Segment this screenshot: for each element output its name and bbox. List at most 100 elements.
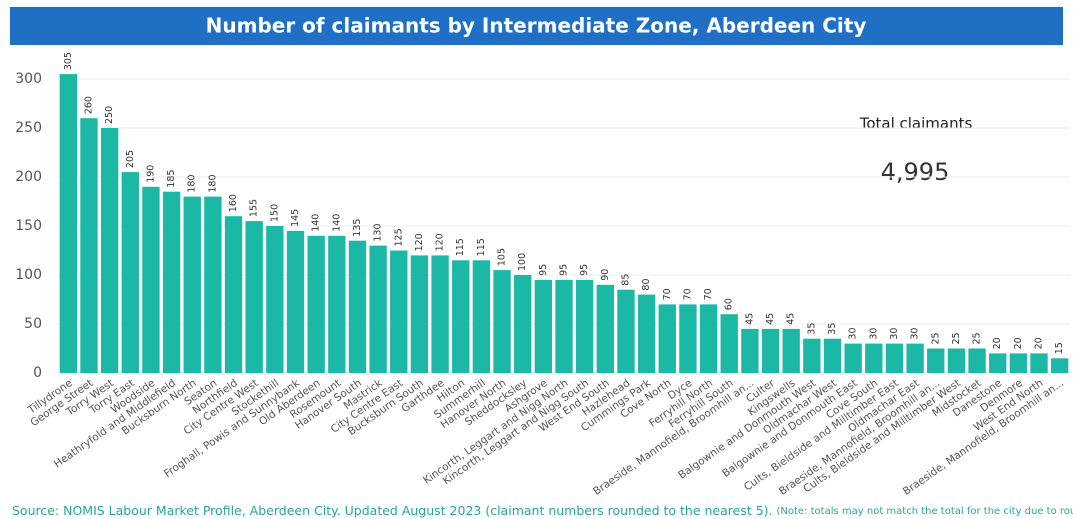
bar [472,260,491,373]
y-tick-label: 0 [33,365,42,381]
value-label: 205 [125,150,136,168]
value-label: 150 [269,204,280,222]
value-label: 35 [827,323,838,335]
source: Source: NOMIS Labour Market Profile, Abe… [12,503,1073,518]
bar [927,348,945,373]
bar [865,343,883,373]
y-tick-label: 100 [15,267,42,283]
value-label: 35 [806,323,817,335]
title-bar [10,7,1063,45]
value-label: 120 [435,233,446,251]
value-label: 30 [848,328,859,340]
value-label: 70 [703,288,714,300]
value-label: 95 [559,264,570,276]
bar [1050,358,1069,373]
value-label: 160 [228,194,239,212]
value-label: 120 [414,233,425,251]
bar [534,279,553,373]
value-label: 20 [1013,337,1024,349]
value-label: 15 [1054,342,1065,354]
bar [493,270,511,373]
bar [348,240,367,373]
value-label: 260 [83,96,94,114]
value-label: 95 [579,264,590,276]
bar [947,348,966,373]
value-label: 180 [207,174,218,192]
bar [844,343,862,373]
bar [989,353,1007,373]
note-text: (Note: totals may not match the total fo… [777,506,1073,517]
value-label: 45 [744,313,755,325]
bar [885,343,904,373]
bar [741,328,759,373]
value-label: 140 [311,214,322,232]
bar [637,294,656,373]
bar [617,289,635,373]
value-label: 155 [249,199,260,217]
bar [390,250,408,373]
value-label: 30 [910,328,921,340]
value-label: 20 [1034,337,1045,349]
bar [328,235,346,373]
total-value: 4,995 [881,158,950,186]
bar [142,186,160,373]
bar [452,260,470,373]
bar [410,255,429,373]
value-label: 180 [187,174,198,192]
bar [575,279,594,373]
bar [59,74,78,373]
value-label: 95 [538,264,549,276]
bar [514,275,532,373]
bar [761,328,780,373]
source-text: Source: NOMIS Labour Market Profile, Abe… [12,503,773,518]
value-label: 250 [104,106,115,124]
value-label: 30 [868,328,879,340]
bar [266,226,284,373]
chart-title: Number of claimants by Intermediate Zone… [206,14,867,38]
bar [658,304,676,373]
value-label: 30 [889,328,900,340]
bar [1030,353,1048,373]
value-label: 45 [786,313,797,325]
y-tick-label: 200 [15,169,42,185]
value-label: 125 [393,228,404,246]
bar [1009,353,1028,373]
bar [720,314,738,373]
value-label: 70 [662,288,673,300]
bar [803,338,821,373]
bar [100,128,119,373]
bar [224,216,243,373]
value-label: 60 [724,298,735,310]
y-tick-label: 250 [15,120,42,136]
bar [80,118,98,373]
bar [555,279,573,373]
value-label: 45 [765,313,776,325]
value-label: 80 [641,279,652,291]
y-tick-label: 300 [15,71,42,87]
total-title: Total claimants [859,115,973,133]
value-label: 140 [331,214,342,232]
value-label: 115 [476,238,487,256]
value-label: 70 [682,288,693,300]
bar [431,255,449,373]
bar [699,304,718,373]
value-label: 85 [620,274,631,286]
value-label: 25 [930,332,941,344]
y-tick-label: 150 [15,218,42,234]
bar [906,343,924,373]
bar [286,230,305,373]
bar [204,196,222,373]
bar [245,221,263,373]
value-label: 145 [290,209,301,227]
y-tick-label: 50 [24,316,42,332]
value-label: 190 [145,165,156,183]
value-label: 130 [373,223,384,241]
bar [307,235,325,373]
value-label: 185 [166,170,177,188]
bar [183,196,201,373]
bar [679,304,697,373]
bar [162,191,181,373]
value-label: 105 [497,248,508,266]
value-label: 25 [972,332,983,344]
